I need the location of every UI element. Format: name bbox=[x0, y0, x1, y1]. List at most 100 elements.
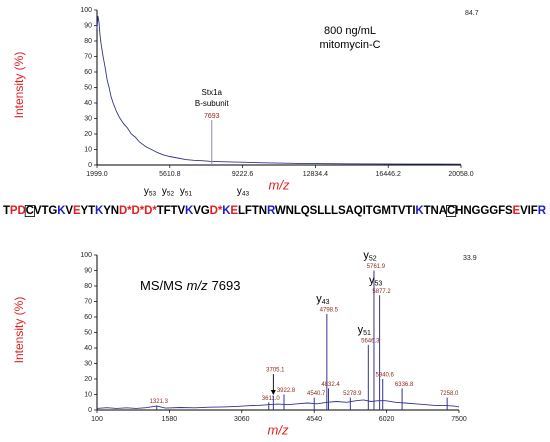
x-tick-label: 5610.8 bbox=[159, 171, 181, 178]
residue-group: VG bbox=[193, 205, 210, 217]
y-tick-label: 0 bbox=[88, 407, 92, 414]
residue-group: R bbox=[267, 205, 276, 217]
y-tick-label: 50 bbox=[84, 329, 92, 336]
y-tick-label: 70 bbox=[84, 298, 92, 305]
title-part: MS/MS bbox=[140, 278, 183, 293]
ion-letter: y bbox=[180, 186, 185, 197]
residue-group: D* bbox=[210, 205, 223, 217]
ion-number: 43 bbox=[242, 190, 250, 197]
x-tick-label: 1580 bbox=[162, 416, 178, 423]
residue-group: V bbox=[65, 205, 73, 217]
ion-number: 53 bbox=[374, 280, 382, 287]
peak-label: 5646.3 bbox=[361, 338, 380, 344]
y-tick-label: 20 bbox=[84, 376, 92, 383]
residue-group: C bbox=[447, 205, 455, 217]
peak-label: 7258.0 bbox=[440, 391, 459, 397]
ion-number: 53 bbox=[149, 190, 157, 197]
x-tick-label: 20058.0 bbox=[448, 171, 473, 178]
ion-letter: y bbox=[369, 274, 375, 286]
y-tick-label: 80 bbox=[84, 283, 92, 290]
ion-letter: y bbox=[316, 293, 322, 305]
y-tick-label: 0 bbox=[88, 162, 92, 169]
ion-letter: y bbox=[358, 324, 364, 336]
ion-label: y53 bbox=[369, 274, 382, 287]
residue-group: E bbox=[230, 205, 238, 217]
peak-label: 5278.9 bbox=[343, 391, 362, 397]
peptide-sequence: TPDCVTGKVEYTKYND*D*D*TFTVKVGD*KELFTNRWNL… bbox=[3, 205, 547, 217]
residue-group: K bbox=[415, 205, 424, 217]
x-axis-label: m/z bbox=[269, 177, 290, 192]
ion-letter: y bbox=[237, 186, 242, 197]
peak-label: 5761.9 bbox=[367, 264, 386, 270]
y-axis-label: Intensity (%) bbox=[12, 52, 26, 119]
y-tick-label: 40 bbox=[84, 100, 92, 107]
residue-group: WNLQSLLLSAQITGMTVTI bbox=[275, 205, 416, 217]
residue-group: VIF bbox=[520, 205, 538, 217]
residue-group: K bbox=[222, 205, 231, 217]
residue-group: E bbox=[73, 205, 81, 217]
spectrum-trace bbox=[96, 16, 462, 165]
annotation-text: B-subunit bbox=[195, 99, 230, 108]
residue-group: VTG bbox=[34, 205, 57, 217]
y-tick-label: 90 bbox=[84, 22, 92, 29]
residue-group: C bbox=[26, 205, 34, 217]
annotation-text: Stx1a bbox=[202, 88, 223, 97]
x-tick-label: 6020 bbox=[379, 416, 395, 423]
ion-label: y51 bbox=[358, 324, 371, 337]
peak-label: 7693 bbox=[204, 113, 220, 120]
ion-letter: y bbox=[144, 186, 149, 197]
peak-label: 3611.0 bbox=[262, 396, 281, 402]
chart-title: mitomycin-C bbox=[319, 39, 380, 51]
peak-label: 5940.6 bbox=[376, 373, 395, 379]
residue-group: TFTV bbox=[157, 205, 186, 217]
residue-group: K bbox=[185, 205, 194, 217]
y-axis-label: Intensity (%) bbox=[12, 297, 26, 364]
residue-group: YN bbox=[103, 205, 119, 217]
title-part: m/z bbox=[187, 278, 208, 293]
residue-group: D*D*D* bbox=[119, 205, 157, 217]
ion-number: 51 bbox=[185, 190, 193, 197]
y-tick-label: 90 bbox=[84, 267, 92, 274]
ion-label: y52 bbox=[363, 249, 376, 262]
x-tick-label: 7500 bbox=[451, 416, 467, 423]
ion-label: y43 bbox=[316, 293, 329, 306]
max-intensity: 84.7 bbox=[465, 10, 479, 17]
residue-group: HNGGGFS bbox=[455, 205, 513, 217]
y-tick-label: 30 bbox=[84, 115, 92, 122]
x-tick-label: 3060 bbox=[234, 416, 250, 423]
residue-group: T bbox=[3, 205, 10, 217]
y-tick-label: 10 bbox=[84, 391, 92, 398]
ion-number: 52 bbox=[369, 255, 377, 262]
peak-label: 4798.5 bbox=[320, 307, 339, 313]
residue-group: K bbox=[95, 205, 104, 217]
sequence-ion: y52 bbox=[162, 186, 175, 198]
chart-title: 800 ng/mL bbox=[324, 25, 376, 37]
y-tick-label: 30 bbox=[84, 360, 92, 367]
residue-box bbox=[24, 205, 35, 217]
peak-label: 4832.4 bbox=[321, 382, 340, 388]
residue-group: K bbox=[57, 205, 66, 217]
y-tick-label: 100 bbox=[80, 7, 92, 14]
x-tick-label: 9222.6 bbox=[232, 171, 254, 178]
peak-label: 3705.1 bbox=[266, 368, 285, 374]
residue-group: PD bbox=[10, 205, 26, 217]
x-tick-label: 12834.4 bbox=[303, 171, 328, 178]
max-intensity: 33.9 bbox=[463, 255, 477, 262]
chart-title: MS/MS m/z 7693 bbox=[140, 278, 241, 293]
arrow-head bbox=[270, 390, 276, 396]
peak-label: 3922.8 bbox=[277, 388, 296, 394]
y-tick-label: 60 bbox=[84, 314, 92, 321]
x-tick-label: 1999.0 bbox=[86, 171, 108, 178]
x-tick-label: 16446.2 bbox=[376, 171, 401, 178]
y-tick-label: 20 bbox=[84, 131, 92, 138]
ion-number: 43 bbox=[322, 299, 330, 306]
peak-label: 4540.7 bbox=[307, 391, 326, 397]
residue-group: LFTN bbox=[238, 205, 267, 217]
residue-group: E bbox=[513, 205, 521, 217]
x-tick-label: 4540 bbox=[306, 416, 322, 423]
y-tick-label: 80 bbox=[84, 38, 92, 45]
residue-group: YT bbox=[81, 205, 96, 217]
sequence-ion: y43 bbox=[237, 186, 250, 198]
sequence-ion: y51 bbox=[180, 186, 193, 198]
